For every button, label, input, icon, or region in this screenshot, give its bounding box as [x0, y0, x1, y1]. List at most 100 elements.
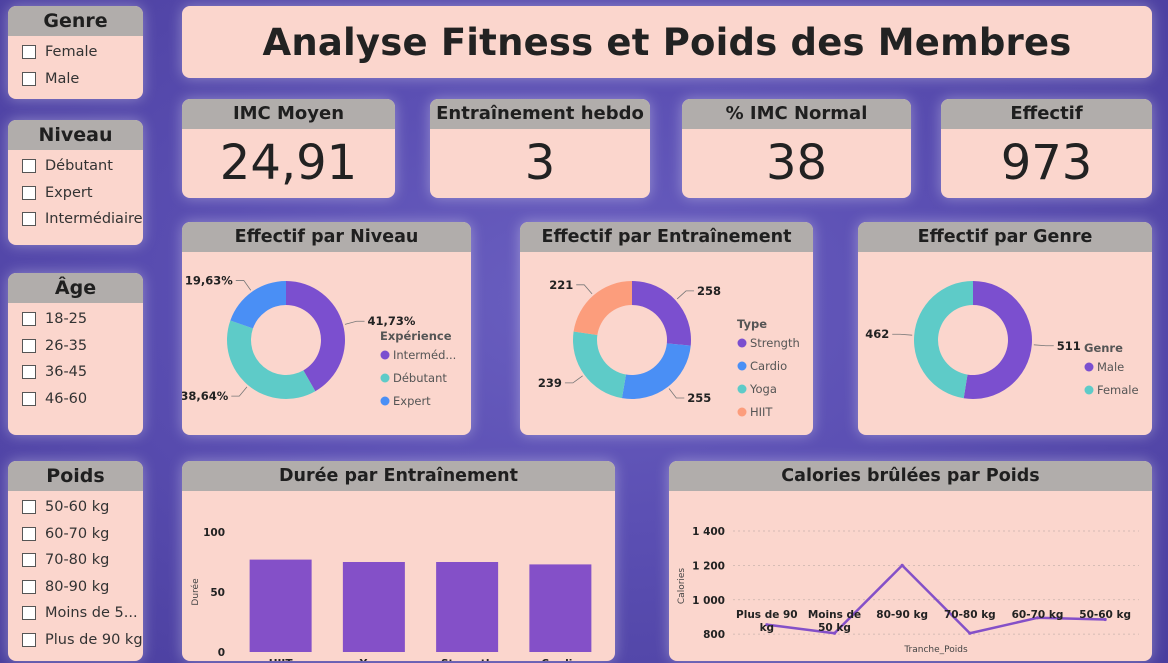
- leader-line: [344, 320, 365, 325]
- slicer-poids-item-moins-de-5[interactable]: Moins de 5...: [8, 600, 143, 627]
- dashboard-title-card: Analyse Fitness et Poids des Membres: [182, 6, 1152, 78]
- slicer-genre-item-female[interactable]: Female: [8, 39, 143, 66]
- legend-marker: [380, 350, 390, 360]
- slicer-age-item-36-45[interactable]: 36-45: [8, 359, 143, 386]
- line-point-plus-de-90-kg[interactable]: [765, 623, 769, 627]
- slicer-niveau-item-expert[interactable]: Expert: [8, 180, 143, 207]
- kpi-effectif: Effectif 973: [941, 99, 1152, 198]
- line-point-moins-de-50-kg[interactable]: [832, 631, 837, 635]
- slicer-poids-item-60-70-kg[interactable]: 60-70 kg: [8, 521, 143, 548]
- checkbox[interactable]: [22, 391, 36, 406]
- checkbox[interactable]: [22, 526, 36, 541]
- chart-effectif-par-niveau: Effectif par Niveau 41,73% 38,64% 19,63% Ex…: [182, 222, 471, 435]
- chart-title: Effectif par Entraînement: [520, 222, 813, 252]
- checkbox[interactable]: [22, 212, 36, 227]
- legend-title: Genre: [1084, 341, 1123, 355]
- slicer-item-label: 46-60: [45, 390, 88, 407]
- donut-slice-cardio[interactable]: [621, 343, 691, 399]
- bar-cardio[interactable]: [529, 564, 592, 652]
- donut-slice-intermediaire[interactable]: [286, 281, 345, 392]
- x-tick-label: kg: [760, 622, 775, 634]
- data-label: 41,73%: [368, 314, 416, 328]
- slicer-item-label: 36-45: [45, 364, 88, 381]
- donut-slice-debutant[interactable]: [227, 320, 316, 399]
- slicer-niveau-item-debutant[interactable]: Débutant: [8, 153, 143, 180]
- slicer-item-label: Plus de 90 kg: [45, 631, 143, 648]
- legend-item-intermediaire: Interméd...: [393, 348, 456, 362]
- checkbox[interactable]: [22, 71, 36, 86]
- x-tick-label: 70-80 kg: [944, 609, 996, 621]
- slicer-age-item-18-25[interactable]: 18-25: [8, 306, 143, 333]
- x-tick-label: Moins de: [808, 609, 861, 621]
- slicer-item-label: Female: [45, 44, 98, 61]
- donut-slice-expert[interactable]: [230, 281, 286, 329]
- checkbox[interactable]: [22, 632, 36, 647]
- checkbox[interactable]: [22, 159, 36, 174]
- donut-chart-niveau: 41,73% 38,64% 19,63% Expérience Interméd... D…: [182, 273, 456, 408]
- checkbox[interactable]: [22, 45, 36, 60]
- legend-marker: [1084, 362, 1094, 372]
- chart-calories-par-poids: Calories brûlées par Poids 800 1 000 1 200…: [669, 461, 1152, 661]
- legend-marker: [737, 338, 747, 348]
- chart-title: Calories brûlées par Poids: [669, 461, 1152, 491]
- slicer-poids-item-50-60-kg[interactable]: 50-60 kg: [8, 494, 143, 521]
- slicer-poids-item-70-80-kg[interactable]: 70-80 kg: [8, 547, 143, 574]
- checkbox[interactable]: [22, 365, 36, 380]
- data-label: 462: [865, 327, 889, 341]
- donut-slice-female[interactable]: [914, 281, 973, 399]
- line-point-70-80-kg[interactable]: [968, 631, 972, 635]
- checkbox[interactable]: [22, 606, 36, 621]
- slicer-niveau: Niveau Débutant Expert Intermédiaire: [8, 120, 143, 245]
- legend-item-yoga: Yoga: [749, 382, 777, 396]
- checkbox[interactable]: [22, 553, 36, 568]
- donut-slice-male[interactable]: [963, 281, 1032, 399]
- donut-slice-hiit[interactable]: [573, 281, 632, 335]
- slicer-genre-item-male[interactable]: Male: [8, 66, 143, 93]
- slicer-niveau-item-intermediaire[interactable]: Intermédiaire: [8, 206, 143, 233]
- data-label: 511: [1057, 339, 1081, 353]
- line-point-80-90-kg[interactable]: [900, 563, 904, 567]
- leader-line: [1033, 344, 1054, 347]
- data-label: 221: [549, 278, 573, 292]
- line-series-calories[interactable]: [766, 564, 1106, 635]
- legend-marker: [380, 396, 390, 406]
- bar-yoga[interactable]: [342, 562, 405, 652]
- kpi-value: 3: [524, 135, 556, 191]
- checkbox[interactable]: [22, 500, 36, 515]
- data-label: 19,63%: [185, 273, 233, 287]
- kpi-entrainement-hebdo: Entraînement hebdo 3: [430, 99, 650, 198]
- kpi-value: 24,91: [219, 135, 358, 191]
- data-label: 38,64%: [182, 389, 229, 403]
- y-tick-label: 0: [218, 647, 225, 659]
- legend-marker: [1084, 385, 1094, 395]
- bar-hiit[interactable]: [249, 559, 312, 652]
- legend-marker: [737, 384, 747, 394]
- legend-marker: [737, 407, 747, 417]
- donut-slice-strength[interactable]: [632, 281, 691, 346]
- line-point-60-70-kg[interactable]: [1035, 616, 1040, 620]
- checkbox[interactable]: [22, 579, 36, 594]
- checkbox[interactable]: [22, 338, 36, 353]
- donut-slice-yoga[interactable]: [573, 331, 627, 399]
- kpi-value: 38: [765, 135, 828, 191]
- bar-strength[interactable]: [436, 562, 499, 652]
- legend-item-female: Female: [1097, 383, 1139, 397]
- kpi-title: Entraînement hebdo: [430, 99, 650, 129]
- slicer-age-item-26-35[interactable]: 26-35: [8, 333, 143, 360]
- slicer-age-item-46-60[interactable]: 46-60: [8, 386, 143, 413]
- legend-item-strength: Strength: [750, 336, 800, 350]
- slicer-poids-item-80-90-kg[interactable]: 80-90 kg: [8, 574, 143, 601]
- slicer-item-label: 60-70 kg: [45, 525, 110, 542]
- legend-item-cardio: Cardio: [750, 359, 787, 373]
- checkbox[interactable]: [22, 185, 36, 200]
- checkbox[interactable]: [22, 312, 36, 327]
- slicer-poids-item-plus-de-90-kg[interactable]: Plus de 90 kg: [8, 627, 143, 654]
- y-tick-label: 50: [210, 587, 225, 599]
- slicer-poids: Poids 50-60 kg 60-70 kg 70-80 kg 80-90 kg Mo…: [8, 461, 143, 661]
- kpi-value: 973: [1000, 135, 1093, 191]
- leader-line: [668, 388, 685, 399]
- legend-marker: [380, 373, 390, 383]
- chart-effectif-par-entrainement: Effectif par Entraînement 258 255 239 221 Ty…: [520, 222, 813, 435]
- line-point-50-60-kg[interactable]: [1103, 617, 1107, 622]
